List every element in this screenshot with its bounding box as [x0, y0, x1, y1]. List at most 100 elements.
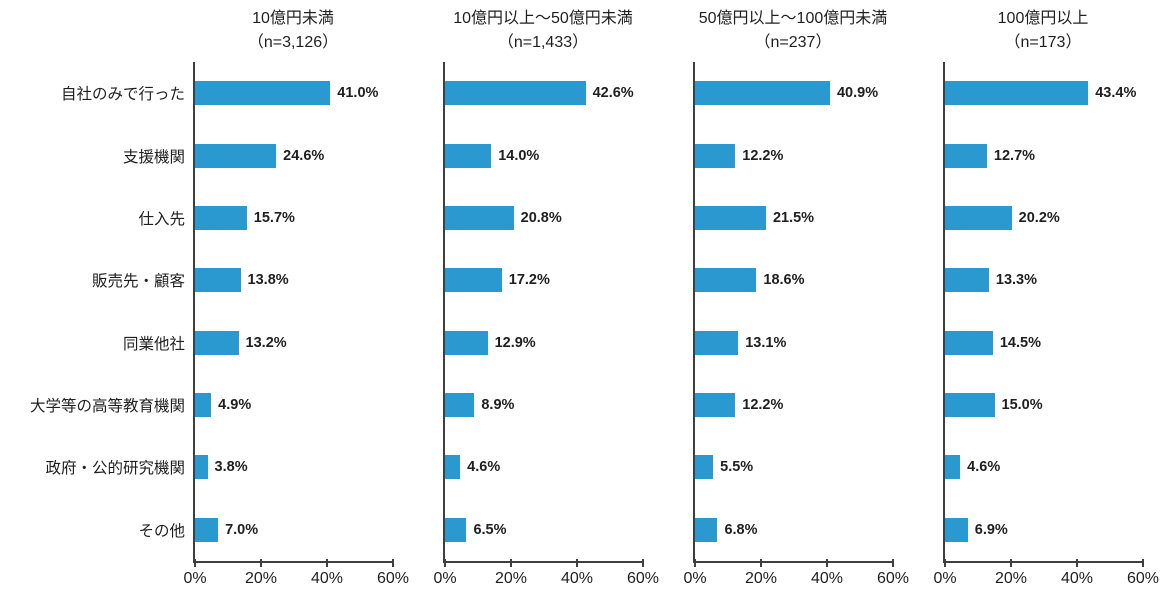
chart-panel: 10億円未満 （n=3,126） 41.0% 24.6% 15.7% 13.8% 13.2%… — [183, 0, 409, 596]
value-label: 12.2% — [742, 147, 784, 164]
bar — [195, 517, 219, 542]
value-label: 20.8% — [520, 209, 562, 226]
category-labels: 自社のみで行った 支援機関 仕入先 販売先・顧客 同業他社 大学等の高等教育機関 政府・公的… — [0, 62, 193, 561]
bar-row: 8.9% — [445, 374, 643, 436]
value-label: 4.9% — [218, 397, 252, 414]
plot-area: 43.4% 12.7% 20.2% 13.3% 14.5% 15.0% 4.6% 6.9% 0%… — [933, 62, 1159, 587]
bar — [445, 81, 586, 106]
x-axis-tick-label: 40% — [560, 570, 593, 587]
bar — [695, 393, 736, 418]
value-label: 43.4% — [1095, 85, 1137, 102]
x-axis-tick — [259, 559, 262, 567]
bar-row: 15.7% — [195, 187, 393, 249]
x-axis-tick — [444, 559, 446, 567]
bar-row: 12.9% — [445, 312, 643, 374]
value-label: 18.6% — [763, 272, 805, 289]
chart-title: 10億円以上～50億円未満 （n=1,433） — [443, 0, 643, 62]
x-axis-tick-label: 60% — [376, 570, 410, 587]
value-label: 4.6% — [467, 459, 501, 476]
bar-row: 6.9% — [945, 499, 1143, 561]
bar-row: 12.2% — [695, 124, 893, 186]
x-axis-tick — [392, 559, 394, 567]
bar-row: 12.7% — [945, 124, 1143, 186]
category-label: 同業他社 — [122, 335, 185, 353]
chart-title-text: 10億円未満 — [252, 10, 334, 27]
bar-row: 15.0% — [945, 374, 1143, 436]
value-label: 12.9% — [494, 334, 536, 351]
x-axis-tick — [892, 559, 894, 567]
bar-row: 14.5% — [945, 312, 1143, 374]
bar — [195, 81, 331, 106]
value-label: 42.6% — [592, 85, 634, 102]
bar — [945, 330, 993, 355]
x-axis-tick-label: 40% — [310, 570, 343, 587]
chart-panel: 10億円以上～50億円未満 （n=1,433） 42.6% 14.0% 20.8% 17.… — [433, 0, 659, 596]
bar-row: 13.3% — [945, 249, 1143, 311]
chart-panels: 10億円未満 （n=3,126） 41.0% 24.6% 15.7% 13.8% 13.2%… — [183, 0, 1159, 596]
value-label: 40.9% — [836, 85, 879, 102]
bar — [195, 205, 247, 230]
bar — [445, 205, 514, 230]
category-label: 販売先・顧客 — [91, 273, 185, 291]
bar-row: 13.8% — [195, 249, 393, 311]
bar-row: 14.0% — [445, 124, 643, 186]
x-axis-tick — [642, 559, 644, 567]
x-axis-tick-label: 60% — [1126, 570, 1160, 587]
category-label: 支援機関 — [122, 148, 185, 166]
bar — [445, 455, 461, 480]
bar-row: 20.2% — [945, 187, 1143, 249]
bar-row: 7.0% — [195, 499, 393, 561]
bar — [695, 205, 766, 230]
bar — [445, 143, 492, 168]
plot-area: 42.6% 14.0% 20.8% 17.2% 12.9% 8.9% 4.6% 6.5% 0% 2… — [433, 62, 659, 587]
x-axis-tick-label: 20% — [494, 570, 527, 587]
bar — [445, 517, 467, 542]
value-label: 12.2% — [742, 397, 784, 414]
chart-title: 100億円以上 （n=173） — [943, 0, 1143, 62]
category-label: 仕入先 — [138, 210, 185, 228]
chart-panel: 50億円以上～100億円未満 （n=237） 40.9% 12.2% 21.5% 18.6… — [683, 0, 909, 596]
category-label: その他 — [138, 522, 185, 540]
value-label: 24.6% — [283, 147, 325, 164]
x-axis-tick-label: 20% — [994, 570, 1027, 587]
bar-row: 43.4% — [945, 62, 1143, 124]
bar-row: 20.8% — [445, 187, 643, 249]
x-axis-tick-label: 0% — [183, 570, 207, 587]
bar — [945, 205, 1012, 230]
value-label: 15.0% — [1001, 397, 1043, 414]
value-label: 41.0% — [337, 85, 379, 102]
x-axis-tick — [509, 559, 512, 567]
x-axis-tick-label: 0% — [433, 570, 457, 587]
bar-row: 13.1% — [695, 312, 893, 374]
x-axis-tick-label: 60% — [626, 570, 660, 587]
value-label: 4.6% — [967, 459, 1001, 476]
value-label: 6.5% — [473, 521, 507, 538]
x-axis-tick — [694, 559, 696, 567]
value-label: 13.2% — [245, 334, 287, 351]
value-label: 15.7% — [253, 209, 295, 226]
value-label: 7.0% — [225, 521, 259, 538]
bar — [195, 143, 277, 168]
bar — [195, 330, 239, 355]
bar-row: 13.2% — [195, 312, 393, 374]
bar-row: 4.6% — [945, 436, 1143, 498]
value-label: 14.0% — [498, 147, 540, 164]
chart-title-text: 10億円以上～50億円未満 — [453, 10, 633, 27]
bar-row: 5.5% — [695, 436, 893, 498]
value-label: 13.8% — [247, 272, 289, 289]
bar-row: 42.6% — [445, 62, 643, 124]
x-axis-tick-label: 40% — [810, 570, 843, 587]
bar — [445, 393, 475, 418]
value-label: 8.9% — [481, 397, 515, 414]
bar-row: 4.9% — [195, 374, 393, 436]
x-axis-tick-label: 40% — [1060, 570, 1093, 587]
x-axis-tick-label: 20% — [244, 570, 277, 587]
chart-title: 10億円未満 （n=3,126） — [193, 0, 393, 62]
x-axis-tick — [1009, 559, 1012, 567]
x-axis-tick — [825, 559, 828, 567]
chart-title-text: 100億円以上 — [997, 10, 1089, 27]
bar — [945, 393, 995, 418]
bar — [945, 143, 987, 168]
x-axis-tick — [1142, 559, 1144, 567]
bar — [695, 268, 757, 293]
